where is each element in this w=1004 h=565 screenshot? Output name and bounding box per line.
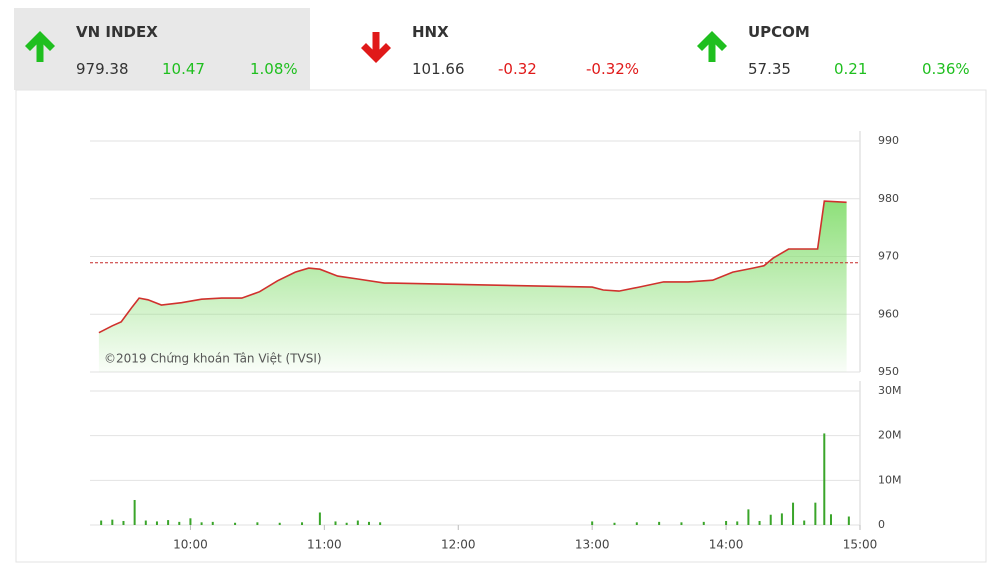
x-tick-label: 11:00 [307,538,342,552]
index-change: -0.32 [498,60,537,78]
price-line [98,200,847,334]
index-card: HNX 101.66 -0.32 -0.32% [350,8,646,90]
index-card: UPCOM 57.35 0.21 0.36% [686,8,982,90]
volume-bar [702,521,705,525]
volume-bar [803,520,806,525]
y-tick-label: 30M [878,384,902,397]
volume-bar [211,521,214,525]
panel [15,89,987,563]
volume-bar [345,522,348,525]
volume-bar [680,522,683,525]
volume-bar [814,502,817,525]
x-tick-label: 10:00 [173,538,208,552]
y-tick-label: 970 [878,250,899,263]
volume-bar [658,521,661,525]
y-tick-label: 950 [878,365,899,378]
direction-arrow [25,31,55,62]
volume-bar [144,520,147,525]
x-tick-label: 13:00 [575,538,610,552]
volume-bar [725,520,728,525]
index-value: 57.35 [748,60,791,78]
x-tick-label: 15:00 [843,538,878,552]
volume-bar [769,514,772,525]
index-value: 979.38 [76,60,129,78]
volume-bar [189,518,192,525]
index-change: 10.47 [162,60,205,78]
y-tick-label: 990 [878,134,899,147]
index-change: 0.21 [834,60,868,78]
y-tick-label: 10M [878,473,902,486]
y-tick-label: 980 [878,192,899,205]
volume-bar [780,513,783,525]
index-percent: 1.08% [250,60,298,78]
arrow-shape [361,32,391,63]
index-percent: 0.36% [922,60,970,78]
volume-bar [823,433,826,525]
volume-bar [379,522,382,525]
price-area [98,201,847,372]
volume-bar [613,522,616,525]
volume-bar [635,522,638,525]
volume-bar [122,520,125,525]
volume-bar [133,499,136,525]
volume-bar [167,520,170,525]
index-name: VN INDEX [76,23,158,41]
volume-bar [256,522,259,525]
index-percent: -0.32% [586,60,640,78]
y-tick-label: 0 [878,518,885,531]
volume-bar [111,519,114,525]
volume-bar [758,520,761,525]
direction-arrow [697,31,727,62]
y-tick-label: 20M [878,429,902,442]
volume-bar [736,521,739,525]
volume-bar [100,520,103,525]
index-value: 101.66 [412,60,465,78]
volume-bar [155,521,158,525]
volume-bar [792,502,795,525]
volume-bar [278,522,281,525]
index-name: UPCOM [748,23,810,41]
volume-bar [829,514,832,525]
volume-bar [301,522,304,525]
volume-bar [178,521,181,525]
volume-bar [367,521,370,525]
x-tick-label: 14:00 [709,538,744,552]
watermark: ©2019 Chứng khoán Tân Việt (TVSI) [104,352,322,366]
arrow-shape [25,31,55,62]
volume-bar [356,520,359,525]
direction-arrow [361,32,391,63]
arrow-shape [697,31,727,62]
volume-bar [591,521,594,525]
volume-bar [747,509,750,525]
index-name: HNX [412,23,449,41]
y-tick-label: 960 [878,307,899,320]
volume-bar [334,521,337,525]
volume-bar [847,516,850,525]
volume-bar [200,522,203,525]
volume-bar [318,512,321,525]
x-tick-label: 12:00 [441,538,476,552]
volume-bar [234,522,237,525]
index-card: VN INDEX 979.38 10.47 1.08% [14,8,310,90]
